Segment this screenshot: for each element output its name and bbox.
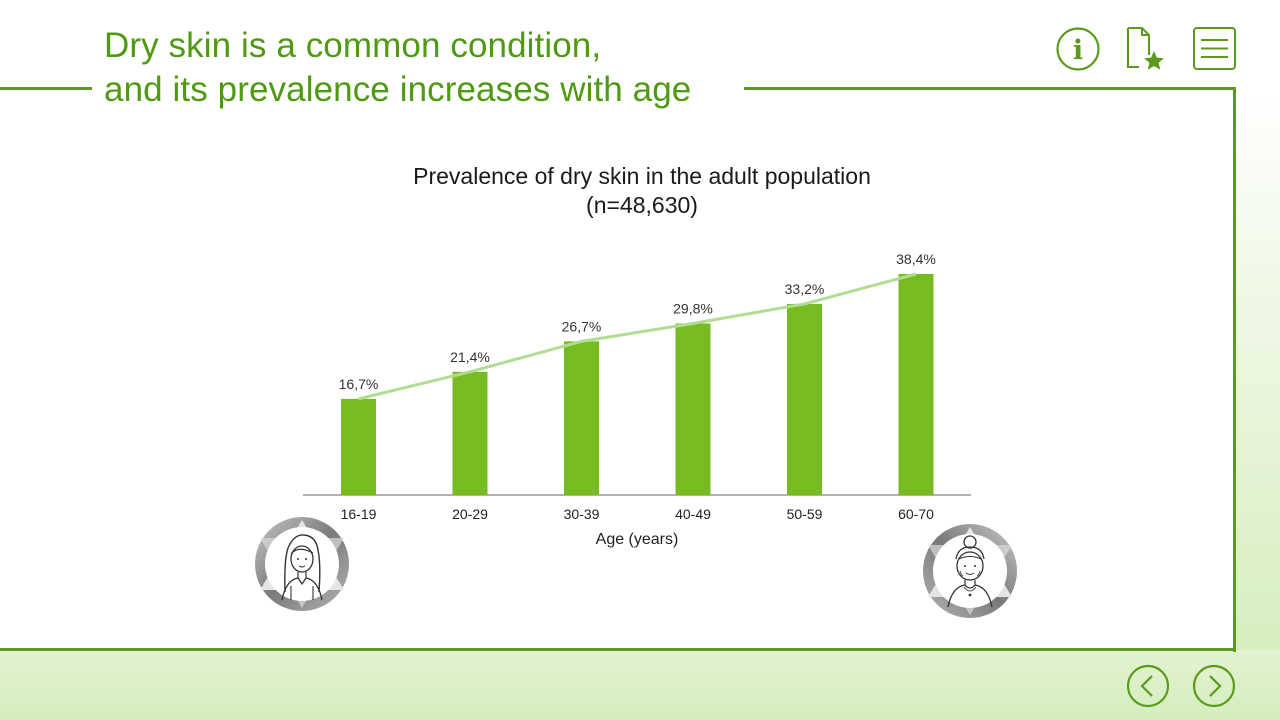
previous-button[interactable] — [1126, 664, 1170, 708]
document-star-icon — [1127, 27, 1164, 70]
info-button[interactable]: i — [1055, 26, 1101, 72]
young-woman-illustration — [252, 514, 352, 619]
tick-label: 60-70 — [898, 506, 934, 522]
trend-line — [358, 272, 917, 401]
tick-label-group: 16-19 20-29 30-39 40-49 50-59 60-70 — [341, 506, 935, 522]
frame-top-right — [744, 87, 1236, 90]
data-label: 29,8% — [673, 300, 713, 316]
tick-label: 50-59 — [787, 506, 823, 522]
frame-top-left — [0, 87, 92, 90]
data-label: 33,2% — [785, 281, 825, 297]
tick-label: 20-29 — [452, 506, 488, 522]
footer-band — [0, 650, 1280, 720]
bar-30-39 — [564, 341, 599, 495]
svg-text:i: i — [1073, 35, 1083, 66]
background-gradient-right — [1236, 90, 1280, 650]
young-woman-portrait-icon — [255, 517, 349, 611]
slide-title: Dry skin is a common condition, and its … — [104, 26, 692, 109]
next-button[interactable] — [1192, 664, 1236, 708]
bar-60-70 — [898, 274, 934, 495]
elderly-woman-portrait-icon — [923, 524, 1017, 618]
data-label: 16,7% — [339, 376, 379, 392]
chart-title: Prevalence of dry skin in the adult popu… — [413, 163, 871, 189]
frame-right — [1233, 87, 1236, 652]
data-label: 38,4% — [896, 251, 936, 267]
bar-group — [341, 274, 934, 495]
chart-subtitle: (n=48,630) — [586, 192, 698, 218]
x-axis-label: Age (years) — [596, 531, 679, 548]
data-label: 26,7% — [562, 318, 602, 334]
info-icon: i — [1056, 27, 1100, 71]
bar-40-49 — [675, 323, 711, 495]
menu-icon — [1193, 27, 1236, 70]
chevron-left-icon — [1126, 664, 1170, 708]
bar-16-19 — [341, 398, 376, 495]
tick-label: 30-39 — [564, 506, 600, 522]
frame-bottom — [0, 648, 1236, 651]
chevron-right-icon — [1192, 664, 1236, 708]
bar-20-29 — [452, 371, 488, 495]
bar-50-59 — [787, 303, 822, 495]
favorites-button[interactable] — [1124, 26, 1170, 72]
data-label: 21,4% — [450, 349, 490, 365]
elderly-woman-illustration — [920, 521, 1020, 626]
chart-title-block: Prevalence of dry skin in the adult popu… — [340, 162, 944, 220]
tick-label: 16-19 — [341, 506, 377, 522]
tick-label: 40-49 — [675, 506, 711, 522]
data-label-group: 16,7% 21,4% 26,7% 29,8% 33,2% 38,4% — [339, 251, 936, 392]
menu-button[interactable] — [1192, 26, 1238, 72]
